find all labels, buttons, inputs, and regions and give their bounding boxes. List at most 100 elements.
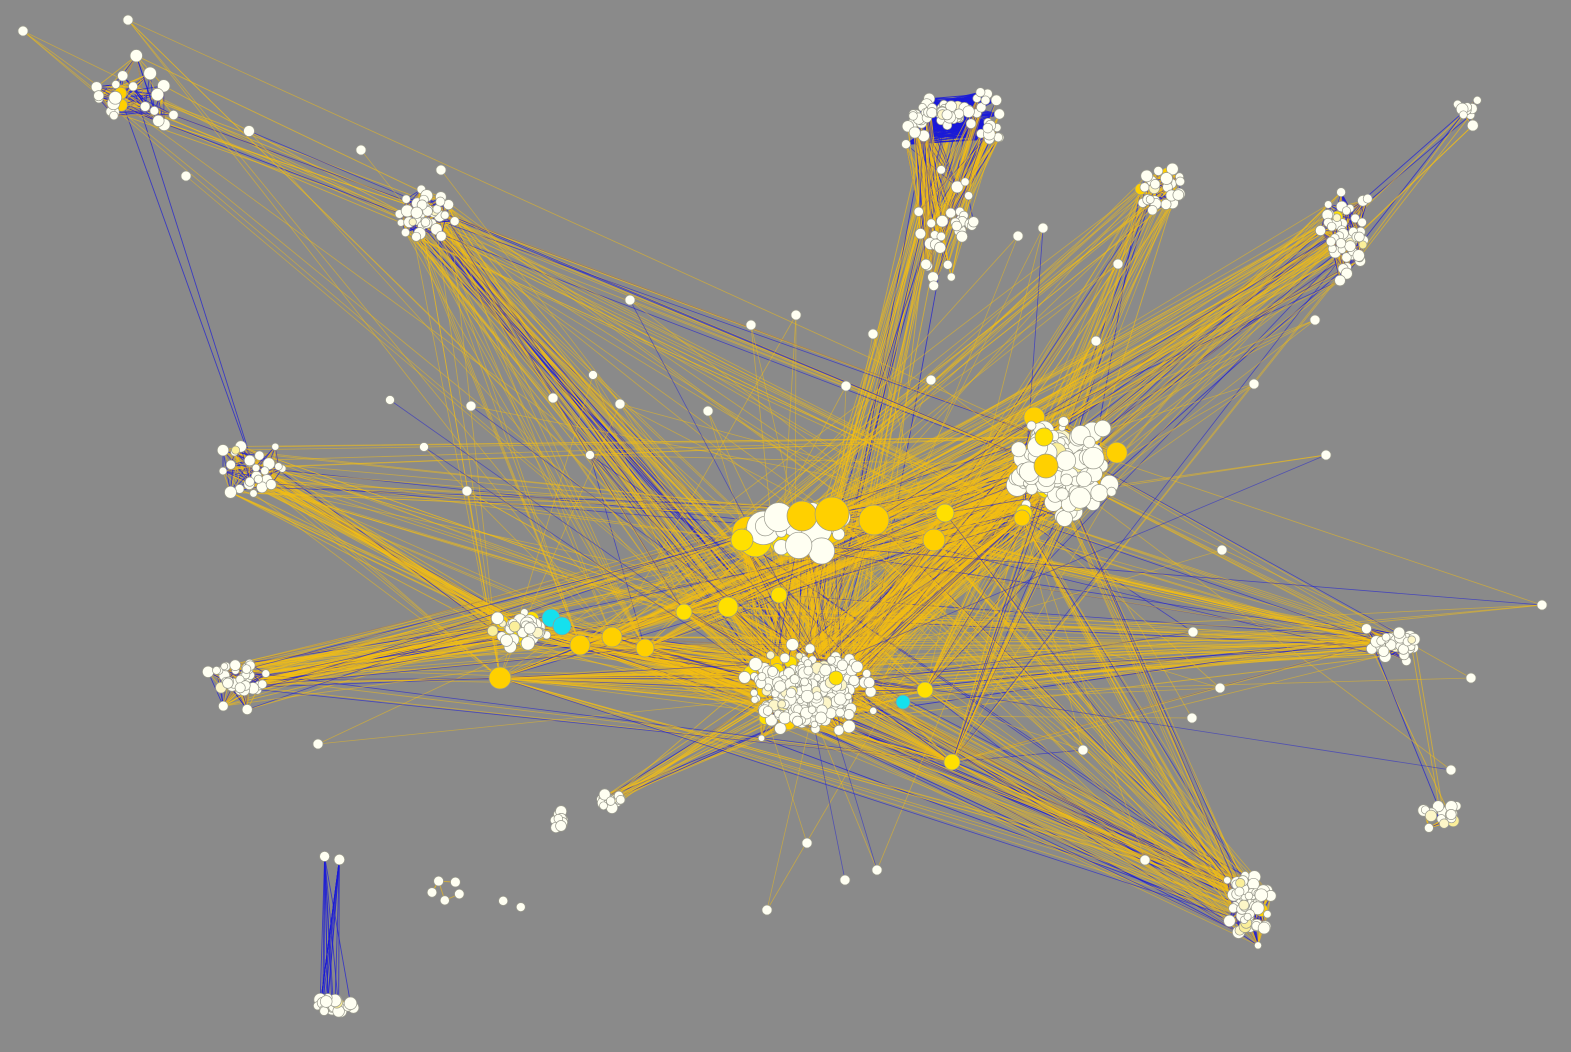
graph-edge [454,221,646,649]
graph-edge [924,237,1340,691]
graph-edge [436,208,685,613]
graph-edge [741,240,1352,541]
graph-edge [256,475,514,624]
graph-edge [419,233,926,691]
graph-edge [444,214,946,514]
graph-edge [222,463,269,472]
graph-edge [232,512,1025,685]
graph-edge [256,475,743,541]
graph-edge [127,19,613,638]
graph-edge [951,469,1056,763]
graph-edge [249,461,729,608]
graph-edge [248,130,1047,467]
graph-edge [470,405,1025,514]
graph-edge [423,207,581,646]
graph-edge [873,519,1234,909]
graph-edge [844,465,1047,694]
graph-edge [835,677,1260,899]
graph-edge [611,636,1249,895]
graph-edge [323,856,326,1012]
graph-edge [951,761,1238,895]
graph-edge [951,761,1236,906]
graph-edge [243,676,953,763]
graph-edge [848,235,1019,660]
graph-edge [768,706,1230,922]
graph-edge [405,232,646,649]
graph-edge [833,549,1223,666]
graph-edge [683,611,1391,646]
graph-edge [801,515,1262,896]
graph-edge [1045,465,1238,895]
graph-edge [619,403,803,700]
graph-edge [1043,436,1543,606]
graph-edge [944,512,1268,891]
graph-edge [801,183,1156,517]
graph-edge [158,120,434,214]
graph-edge [248,130,789,724]
graph-edge [499,645,1381,679]
graph-edge [127,19,818,697]
graph-edge [839,106,959,683]
graph-edge [801,515,1240,892]
graph-edge [425,221,833,515]
graph-edge [406,198,1045,438]
graph-edge [241,685,953,763]
graph-edge [223,644,581,670]
graph-edge [22,30,1023,519]
graph-edge [827,674,1146,861]
graph-edge [324,856,334,1008]
graph-edge [951,761,1258,926]
graph-edge [319,859,340,1005]
graph-edge [1064,255,1359,519]
graph-edge [644,647,1250,920]
graph-edge [766,696,817,911]
graph-edge [405,199,501,679]
graph-edge [613,719,803,800]
graph-edge [466,490,823,692]
graph-edge [872,333,935,541]
graph-edge [261,486,780,596]
graph-edge [423,446,613,638]
graph-edge [389,399,818,702]
graph-edge [419,209,1025,514]
graph-edge [812,465,1047,661]
graph-edge [278,436,1045,467]
graph-edge [830,383,1255,683]
graph-edge [1023,512,1412,641]
graph-edge [644,647,1251,926]
graph-edge [317,699,755,745]
graph-edge [741,539,769,684]
graph-edge [222,449,833,515]
graph-edge [821,112,930,692]
graph-edge [448,204,501,679]
graph-edge [784,512,946,659]
graph-edge [1021,517,1240,896]
graph-edge [225,465,1047,682]
graph-edge [264,470,685,613]
graph-edge [811,227,1044,685]
graph-edge [924,689,1258,926]
graph-edge [22,30,729,608]
graph-edge [1366,628,1439,807]
graph-edge [835,665,1084,751]
graph-edge [440,236,581,646]
graph-edge [499,677,775,706]
graph-edge [444,214,729,608]
graph-edge [873,229,1342,521]
graph-edge [96,86,158,96]
graph-edge [98,72,151,97]
graph-edge [421,225,501,679]
graph-edge [831,181,1181,515]
graph-edge [419,210,946,514]
graph-edge [761,737,1266,927]
graph-edge [423,207,646,649]
graph-edge [220,517,1023,689]
graph-edge [230,464,685,613]
graph-edge [1045,465,1452,771]
graph-edge [801,214,1330,517]
graph-edge [253,492,803,517]
graph-edge [809,465,1047,650]
graph-edge [619,403,833,515]
graph-edge [1021,517,1259,904]
